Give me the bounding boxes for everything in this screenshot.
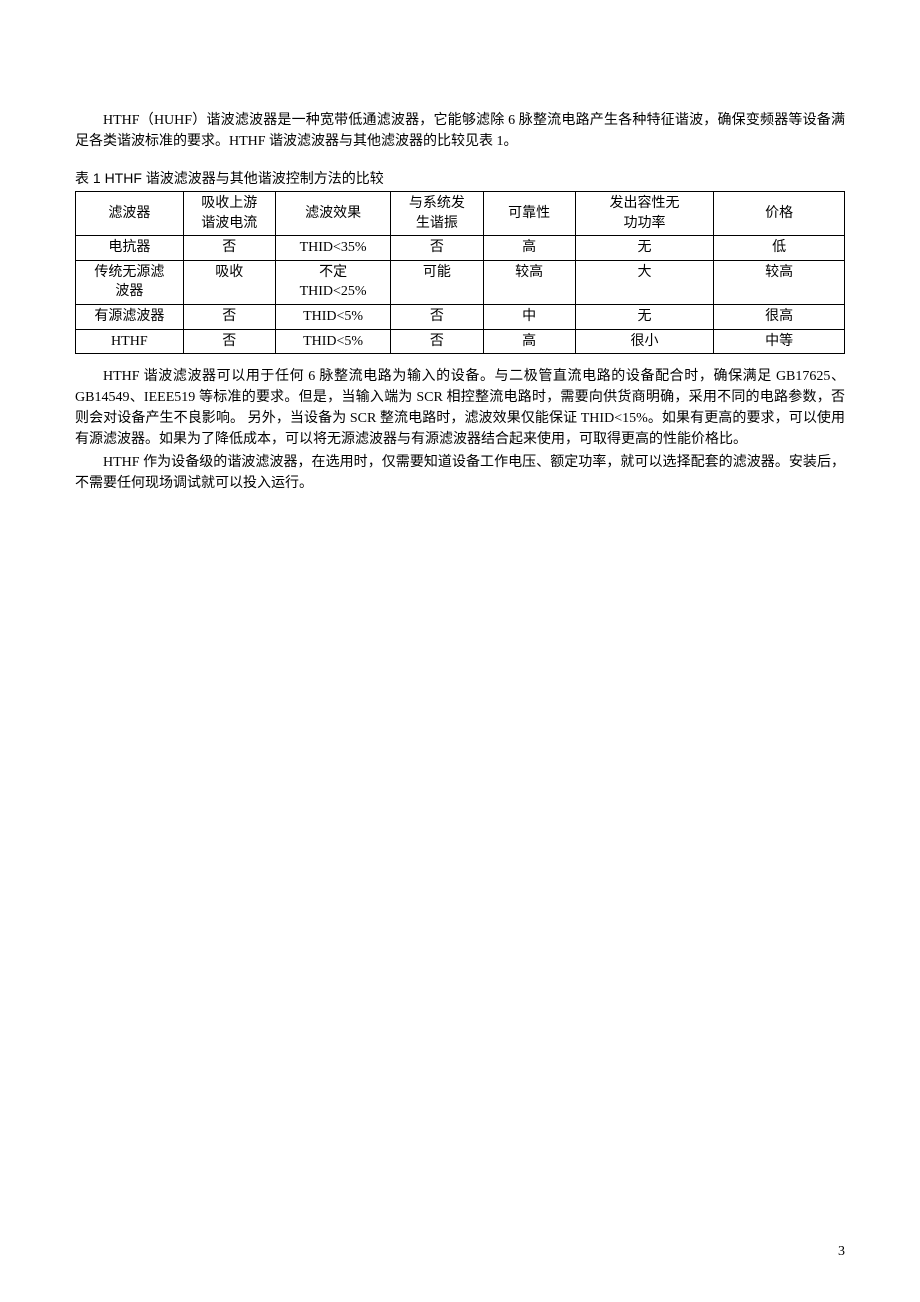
th-absorb-l2: 谐波电流 bbox=[201, 216, 257, 231]
td-cell: 否 bbox=[391, 236, 483, 261]
comparison-table: 滤波器 吸收上游 谐波电流 滤波效果 与系统发 生谐振 可靠性 发出容性无 功功… bbox=[75, 191, 845, 354]
th-reactive: 发出容性无 功功率 bbox=[575, 192, 713, 236]
td-cell: THID<5% bbox=[275, 304, 390, 329]
th-reactive-l2: 功功率 bbox=[624, 216, 666, 231]
th-reliability: 可靠性 bbox=[483, 192, 575, 236]
td-cell: 无 bbox=[575, 304, 713, 329]
td-cell: HTHF bbox=[76, 329, 184, 354]
td-cell: 否 bbox=[183, 329, 275, 354]
page-number: 3 bbox=[838, 1241, 845, 1262]
td-cell: 不定 THID<25% bbox=[275, 260, 390, 304]
td-cell: 否 bbox=[391, 304, 483, 329]
td-cell: 中 bbox=[483, 304, 575, 329]
table-caption: 表 1 HTHF 谐波滤波器与其他谐波控制方法的比较 bbox=[75, 168, 845, 189]
td-l1: 传统无源滤 bbox=[94, 265, 164, 280]
td-l2: 波器 bbox=[115, 284, 143, 299]
td-cell: 否 bbox=[183, 236, 275, 261]
table-row: 有源滤波器 否 THID<5% 否 中 无 很高 bbox=[76, 304, 845, 329]
th-resonance: 与系统发 生谐振 bbox=[391, 192, 483, 236]
table-row: 传统无源滤 波器 吸收 不定 THID<25% 可能 较高 大 较高 bbox=[76, 260, 845, 304]
td-cell: 中等 bbox=[714, 329, 845, 354]
body-paragraph-1: HTHF 谐波滤波器可以用于任何 6 脉整流电路为输入的设备。与二极管直流电路的… bbox=[75, 366, 845, 450]
body-paragraph-2: HTHF 作为设备级的谐波滤波器，在选用时，仅需要知道设备工作电压、额定功率，就… bbox=[75, 452, 845, 494]
td-cell: 否 bbox=[183, 304, 275, 329]
td-cell: 低 bbox=[714, 236, 845, 261]
td-cell: 否 bbox=[391, 329, 483, 354]
th-resonance-l1: 与系统发 bbox=[409, 196, 465, 211]
th-filter: 滤波器 bbox=[76, 192, 184, 236]
th-effect: 滤波效果 bbox=[275, 192, 390, 236]
td-l1: 不定 bbox=[319, 265, 347, 280]
th-resonance-l2: 生谐振 bbox=[416, 216, 458, 231]
table-header-row: 滤波器 吸收上游 谐波电流 滤波效果 与系统发 生谐振 可靠性 发出容性无 功功… bbox=[76, 192, 845, 236]
table-row: HTHF 否 THID<5% 否 高 很小 中等 bbox=[76, 329, 845, 354]
td-cell: 传统无源滤 波器 bbox=[76, 260, 184, 304]
td-cell: THID<5% bbox=[275, 329, 390, 354]
td-cell: 电抗器 bbox=[76, 236, 184, 261]
td-cell: 高 bbox=[483, 236, 575, 261]
th-reactive-l1: 发出容性无 bbox=[610, 196, 680, 211]
td-cell: 可能 bbox=[391, 260, 483, 304]
td-cell: 有源滤波器 bbox=[76, 304, 184, 329]
td-l2: THID<25% bbox=[300, 284, 367, 299]
td-cell: 很小 bbox=[575, 329, 713, 354]
td-cell: 无 bbox=[575, 236, 713, 261]
td-cell: 较高 bbox=[714, 260, 845, 304]
td-cell: 大 bbox=[575, 260, 713, 304]
td-cell: 吸收 bbox=[183, 260, 275, 304]
td-cell: 很高 bbox=[714, 304, 845, 329]
td-cell: 较高 bbox=[483, 260, 575, 304]
th-absorb: 吸收上游 谐波电流 bbox=[183, 192, 275, 236]
td-cell: 高 bbox=[483, 329, 575, 354]
table-row: 电抗器 否 THID<35% 否 高 无 低 bbox=[76, 236, 845, 261]
th-absorb-l1: 吸收上游 bbox=[201, 196, 257, 211]
intro-paragraph: HTHF（HUHF）谐波滤波器是一种宽带低通滤波器，它能够滤除 6 脉整流电路产… bbox=[75, 110, 845, 152]
th-price: 价格 bbox=[714, 192, 845, 236]
td-cell: THID<35% bbox=[275, 236, 390, 261]
